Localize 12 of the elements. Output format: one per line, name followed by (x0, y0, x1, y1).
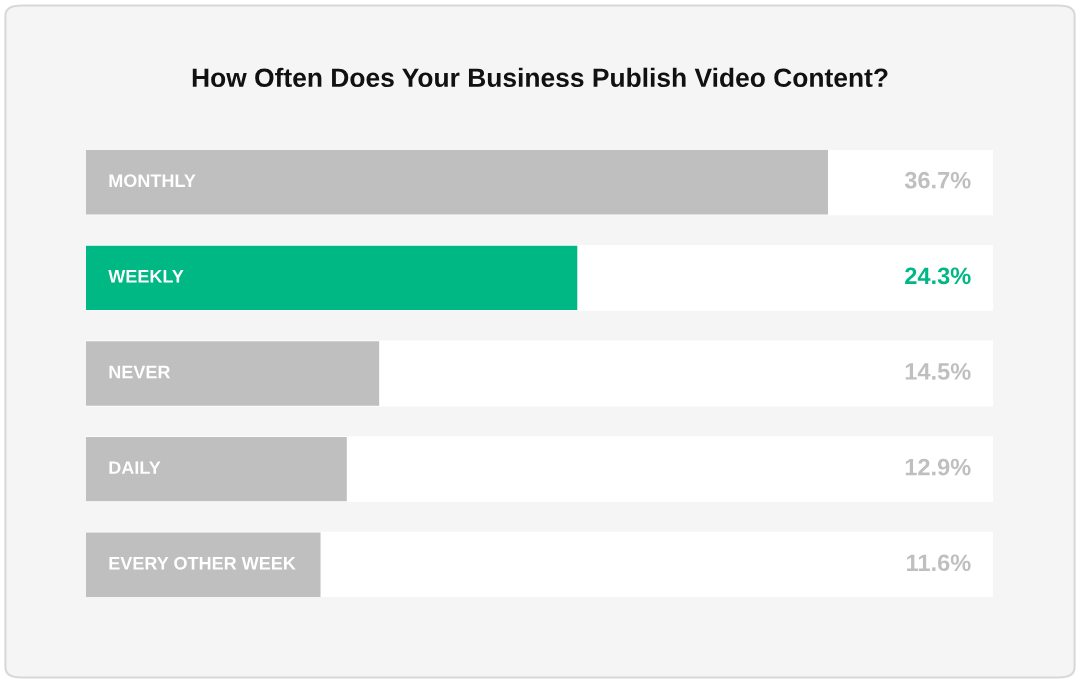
y-tick-label: NEVER (109, 365, 171, 379)
y-tick-label: DAILY (109, 461, 161, 474)
data-label: 14.5% (905, 363, 971, 380)
data-label: 36.7% (904, 171, 971, 189)
data-label: 11.6% (907, 554, 971, 572)
y-tick-label: MONTHLY (109, 174, 196, 188)
y-tick-label: WEEKLY (108, 270, 184, 283)
y-tick-label: EVERY OTHER WEEK (109, 556, 296, 570)
bar (86, 436, 347, 502)
data-label: 24.3% (905, 267, 971, 285)
chart-title: How Often Does Your Business Publish Video Content? (192, 67, 888, 88)
data-label: 12.9% (905, 458, 971, 476)
